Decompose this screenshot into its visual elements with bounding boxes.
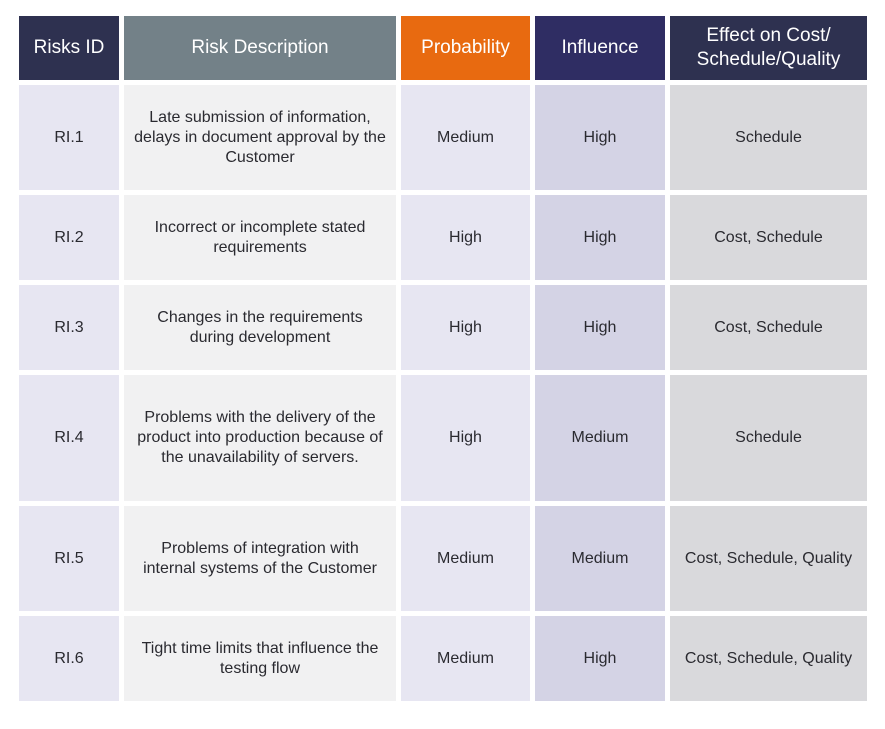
header-influence: Influence	[535, 16, 665, 80]
row-1-id: RI.1	[19, 85, 119, 190]
row-4-influence: Medium	[535, 375, 665, 501]
row-3-id: RI.3	[19, 285, 119, 370]
header-risks-id: Risks ID	[19, 16, 119, 80]
row-5-probability: Medium	[401, 506, 530, 611]
row-3-description: Changes in the requirements during devel…	[124, 285, 396, 370]
row-1-probability: Medium	[401, 85, 530, 190]
header-effect: Effect on Cost/ Schedule/Quality	[670, 16, 867, 80]
header-probability: Probability	[401, 16, 530, 80]
row-5-influence: Medium	[535, 506, 665, 611]
row-6-effect: Cost, Schedule, Quality	[670, 616, 867, 701]
row-2-id: RI.2	[19, 195, 119, 280]
row-2-description: Incorrect or incomplete stated requireme…	[124, 195, 396, 280]
row-4-description: Problems with the delivery of the produc…	[124, 375, 396, 501]
row-6-probability: Medium	[401, 616, 530, 701]
row-4-probability: High	[401, 375, 530, 501]
row-6-description: Tight time limits that influence the tes…	[124, 616, 396, 701]
row-3-probability: High	[401, 285, 530, 370]
row-6-influence: High	[535, 616, 665, 701]
row-5-id: RI.5	[19, 506, 119, 611]
row-1-description: Late submission of information, delays i…	[124, 85, 396, 190]
header-risk-description: Risk Description	[124, 16, 396, 80]
row-2-effect: Cost, Schedule	[670, 195, 867, 280]
row-2-influence: High	[535, 195, 665, 280]
row-5-description: Problems of integration with internal sy…	[124, 506, 396, 611]
row-2-probability: High	[401, 195, 530, 280]
row-1-influence: High	[535, 85, 665, 190]
row-3-effect: Cost, Schedule	[670, 285, 867, 370]
row-3-influence: High	[535, 285, 665, 370]
row-1-effect: Schedule	[670, 85, 867, 190]
row-4-id: RI.4	[19, 375, 119, 501]
risk-table: Risks ID Risk Description Probability In…	[19, 16, 867, 701]
row-6-id: RI.6	[19, 616, 119, 701]
row-5-effect: Cost, Schedule, Quality	[670, 506, 867, 611]
row-4-effect: Schedule	[670, 375, 867, 501]
